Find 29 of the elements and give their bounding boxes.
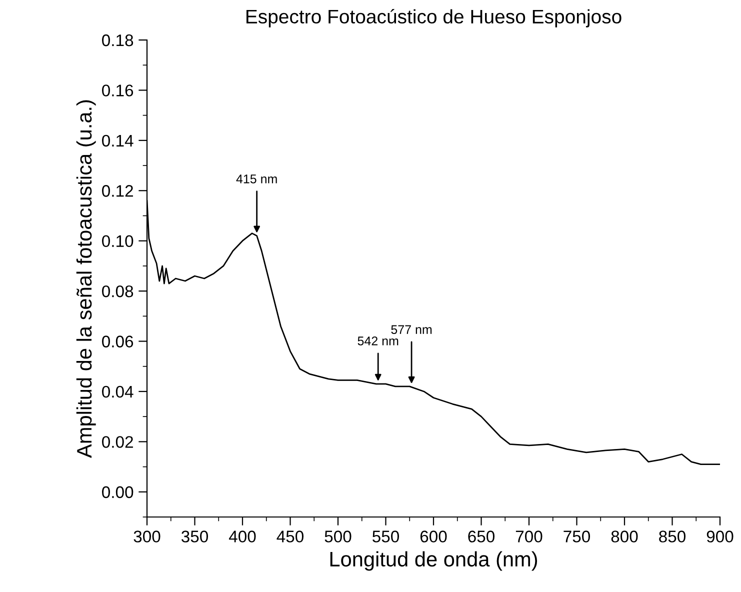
y-tick-label: 0.02: [102, 436, 133, 448]
x-tick-label: 400: [228, 530, 256, 542]
y-tick-label: 0.04: [102, 386, 134, 398]
x-tick-label: 450: [276, 530, 304, 542]
y-axis-title: Amplitud de la señal fotoacustica (u.a.): [76, 100, 96, 458]
x-axis-title: Longitud de onda (nm): [330, 551, 538, 571]
chart-title: Espectro Fotoacústico de Hueso Esponjoso: [246, 9, 622, 28]
x-tick-label: 500: [324, 530, 352, 542]
x-tick-label: 300: [134, 530, 160, 542]
x-tick-label: 850: [659, 530, 686, 542]
x-tick-label: 800: [611, 530, 638, 542]
x-tick-label: 600: [420, 530, 447, 542]
y-tick-label: 0.18: [102, 34, 134, 46]
x-tick-label: 700: [516, 530, 542, 542]
x-tick-label: 750: [564, 530, 590, 542]
y-tick-label: 0.08: [102, 285, 134, 298]
y-tick-label: 0.06: [102, 336, 134, 348]
annotation: 542 nm: [358, 336, 398, 346]
x-tick-label: 350: [181, 530, 208, 542]
x-tick-label: 900: [706, 530, 734, 542]
annotation: 577 nm: [391, 325, 432, 334]
y-tick-label: 0.16: [102, 84, 134, 96]
y-tick-label: 0.12: [102, 185, 133, 197]
x-tick-label: 550: [372, 530, 400, 542]
annotation: 415 nm: [236, 174, 277, 184]
y-tick-label: 0.00: [102, 486, 134, 498]
y-tick-label: 0.14: [102, 134, 134, 147]
x-tick-label: 650: [468, 530, 495, 542]
y-tick-label: 0.10: [102, 235, 134, 248]
